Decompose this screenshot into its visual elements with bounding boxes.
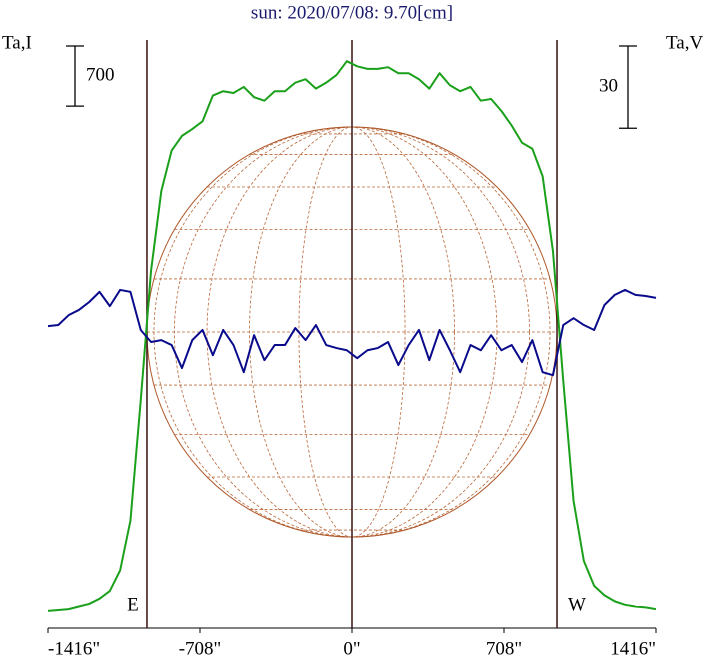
series-line xyxy=(47,60,657,612)
chart-title: sun: 2020/07/08: 9.70[cm] xyxy=(251,2,453,23)
x-tick-label: 0" xyxy=(343,638,360,659)
globe-meridian xyxy=(249,126,455,538)
x-tick-label: -708" xyxy=(179,638,222,659)
y2-scale-bar-label: 30 xyxy=(599,75,618,96)
x-tick-label: 1416" xyxy=(610,638,656,659)
y2-axis-label: Ta,V xyxy=(666,32,703,53)
y-axis-label: Ta,I xyxy=(2,32,32,53)
series-line xyxy=(47,288,657,377)
x-tick-label: -1416" xyxy=(48,638,100,659)
x-tick-label: 708" xyxy=(486,638,522,659)
limb-label: W xyxy=(568,594,586,615)
limb-label: E xyxy=(127,594,139,615)
y-scale-bar-label: 700 xyxy=(86,64,115,85)
